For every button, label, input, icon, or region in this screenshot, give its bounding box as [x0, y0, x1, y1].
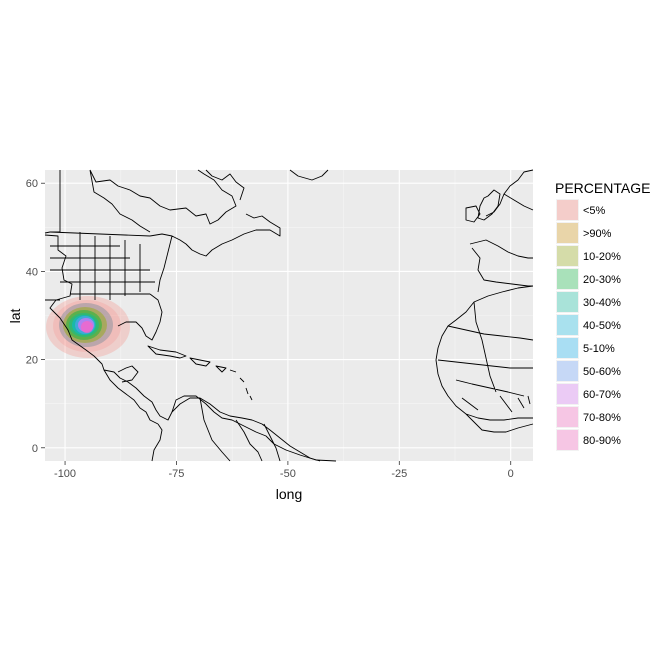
south-america-outline — [151, 397, 321, 462]
legend-label: >90% — [583, 228, 612, 240]
y-axis: 0 20 40 60 — [26, 178, 45, 455]
legend-label: 10-20% — [583, 251, 621, 263]
legend-key-bg — [556, 268, 579, 290]
legend-label: 20-30% — [583, 274, 621, 286]
legend-label: 50-60% — [583, 366, 621, 378]
grid-lines — [45, 170, 533, 461]
legend-key-bg — [556, 337, 579, 359]
legend-swatch — [557, 384, 578, 404]
density-80-90 — [81, 321, 93, 333]
legend-label: 60-70% — [583, 389, 621, 401]
legend-key-bg — [556, 383, 579, 405]
legend-label: 80-90% — [583, 435, 621, 447]
x-tick-label: -25 — [391, 468, 407, 480]
legend-key-bg — [556, 429, 579, 451]
coastlines — [44, 169, 534, 462]
legend-swatch — [557, 200, 578, 220]
europe-outline — [465, 169, 534, 287]
us-state-borders — [49, 231, 155, 300]
legend-label: 40-50% — [583, 320, 621, 332]
legend-label: <5% — [583, 205, 606, 217]
y-axis-title: lat — [7, 309, 23, 324]
legend-key-bg — [556, 199, 579, 221]
y-tick-label: 40 — [26, 266, 38, 278]
legend-label: 5-10% — [583, 343, 615, 355]
legend-swatch — [557, 407, 578, 427]
legend-title: PERCENTAGE — [555, 180, 650, 196]
legend: PERCENTAGE <5% >90% 10-20% 20-30% 30-40% 40-5… — [555, 180, 650, 451]
central-america — [103, 365, 159, 425]
legend-swatch — [557, 430, 578, 450]
x-axis-title: long — [276, 486, 302, 502]
legend-label: 70-80% — [583, 412, 621, 424]
x-tick-label: -50 — [280, 468, 296, 480]
x-axis: -100 -75 -50 -25 0 — [54, 461, 514, 480]
us-east-coast — [117, 213, 281, 341]
legend-swatch — [557, 292, 578, 312]
legend-key-bg — [556, 245, 579, 267]
legend-key-bg — [556, 222, 579, 244]
x-tick-label: -100 — [54, 468, 76, 480]
caribbean-islands — [147, 345, 253, 401]
legend-key-bg — [556, 291, 579, 313]
legend-label: 30-40% — [583, 297, 621, 309]
legend-key-bg — [556, 314, 579, 336]
legend-swatch — [557, 361, 578, 381]
canada-outline — [89, 169, 329, 233]
y-tick-label: 20 — [26, 355, 38, 367]
legend-swatch — [557, 223, 578, 243]
africa-outline — [435, 285, 534, 433]
legend-swatch — [557, 269, 578, 289]
x-tick-label: -75 — [169, 468, 185, 480]
density-contours — [46, 296, 130, 358]
legend-swatch — [557, 315, 578, 335]
y-tick-label: 0 — [32, 443, 38, 455]
legend-swatch — [557, 338, 578, 358]
y-tick-label: 60 — [26, 178, 38, 190]
x-tick-label: 0 — [508, 468, 514, 480]
legend-key-bg — [556, 406, 579, 428]
legend-key-bg — [556, 360, 579, 382]
legend-swatch — [557, 246, 578, 266]
